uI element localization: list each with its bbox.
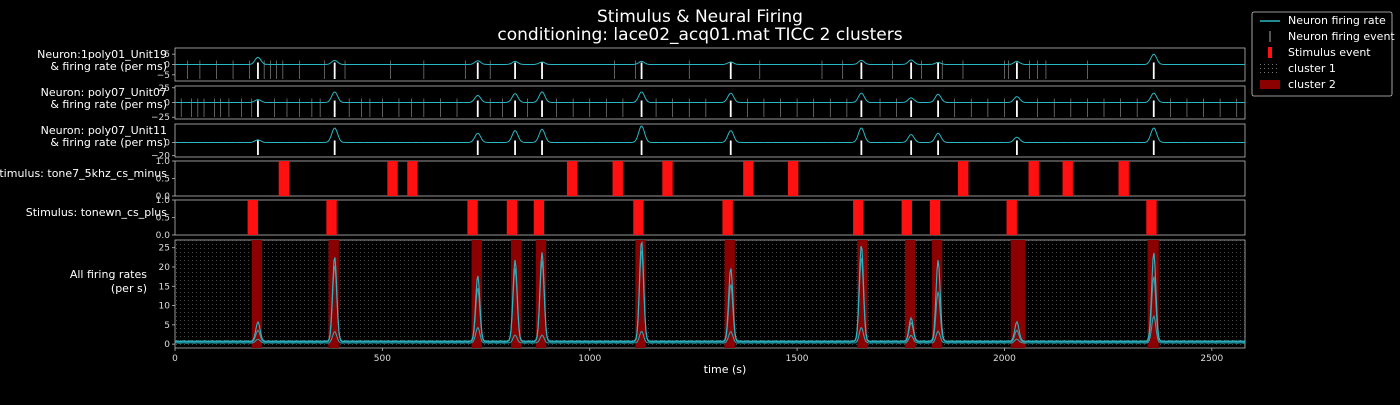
panel-unit07-ytick-label: 0 [164,99,170,109]
x-tick-label: 1000 [578,354,601,364]
legend-entry-label: cluster 2 [1288,78,1336,91]
panel-unit19-firing-rate-line [174,53,1246,66]
bottom-panel-label-line2: (per s) [111,282,147,295]
panel-unit19-ytick-label: 0 [164,61,170,71]
x-tick-label: 1500 [786,354,809,364]
x-tick-label: 0 [172,354,178,364]
panel-unit07-firing-rate-line [174,91,1246,104]
stim-cs_plus-event-bar [506,200,518,235]
stim-cs_minus-label: Stimulus: tone7_5khz_cs_minus [0,167,167,180]
stim-cs_minus-event-bar [1118,161,1129,196]
x-axis-label: time (s) [704,363,747,376]
stim-cs_minus-event-bar [1062,161,1073,196]
stim-cs_minus-ytick-label: 0.0 [156,192,171,202]
panel-unit19-label-line1: Neuron:1poly01_Unit19 [37,48,167,61]
bottom-panel-ytick-label: 25 [159,244,170,254]
legend-frame [1251,11,1393,97]
cluster2-span [635,240,646,348]
chart-subtitle: conditioning: lace02_acq01.mat TICC 2 cl… [497,25,902,45]
stim-cs_plus-ytick-label: 1.0 [156,196,171,206]
all-rates-series-line [174,249,1246,343]
panel-unit07-ytick-label: −25 [151,113,170,123]
cluster2-span [1147,240,1159,348]
panel-unit11-label-line2: & firing rate (per ms) [50,136,167,149]
stim-cs_minus-event-bar [407,161,418,196]
stim-cs_minus-event-bar [387,161,398,196]
stim-cs_minus-event-bar [1028,161,1039,196]
stim-cs_plus-event-bar [247,200,258,235]
stim-cs_plus-event-bar [722,200,733,235]
stim-cs_plus-event-bar [326,200,337,235]
cluster2-span [1010,240,1026,348]
stim-cs_plus-event-bar [853,200,864,235]
legend: Neuron firing rate Neuron firing event Sti… [1251,11,1395,97]
plot-layer: Neuron:1poly01_Unit19& firing rate (per … [0,47,1246,364]
stim-cs_plus-ytick-label: 0.0 [156,231,171,241]
bottom-panel-ytick-label: 20 [159,263,171,273]
legend-entry-label: Neuron firing event [1288,30,1395,43]
panel-unit07-ytick-label: 25 [159,84,170,94]
x-tick-label: 500 [374,354,391,364]
panel-unit19-ytick-label: −5 [157,71,170,81]
legend-entry-label: cluster 1 [1288,62,1336,75]
legend-swatch-stimulus [1268,47,1272,58]
panel-unit11-frame [174,123,1246,158]
panel-unit07-label-line2: & firing rate (per ms) [50,98,167,111]
stim-cs_minus-event-bar [278,161,290,196]
panel-unit19-ytick-label: 5 [164,50,170,60]
legend-entry-label: Neuron firing rate [1288,14,1386,27]
stim-cs_minus-ytick-label: 1.0 [156,157,171,167]
panel-unit19-label-line2: & firing rate (per ms) [50,60,167,73]
x-tick-label: 2000 [993,354,1016,364]
cluster2-span [535,240,547,348]
cluster2-span [510,240,522,348]
bottom-panel-ytick-label: 10 [159,302,171,312]
stim-cs_minus-event-bar [743,161,754,196]
legend-swatch-cluster2 [1260,80,1280,89]
panel-unit11-firing-rate-line [174,125,1246,144]
stim-cs_plus-event-bar [633,200,644,235]
cluster1-background [175,240,1245,348]
stim-cs_plus-event-bar [929,200,941,235]
bottom-panel-ytick-label: 0 [164,340,170,350]
stim-cs_plus-event-bar [1146,200,1157,235]
stim-cs_plus-ytick-label: 0.5 [156,214,170,224]
panel-unit07-label-line1: Neuron: poly07_Unit07 [41,86,167,99]
stim-cs_minus-event-bar [566,161,578,196]
all-rates-series-line [174,314,1246,344]
stim-cs_minus-ytick-label: 0.5 [156,175,170,185]
legend-entry-label: Stimulus event [1288,46,1371,59]
cluster2-span [251,240,263,348]
bottom-panel-ytick-label: 15 [159,282,170,292]
stim-cs_minus-event-bar [958,161,969,196]
stim-cs_plus-event-bar [467,200,478,235]
stim-cs_minus-event-bar [662,161,673,196]
cluster2-span [328,240,339,348]
stim-cs_plus-event-bar [901,200,912,235]
stim-cs_plus-event-bar [1006,200,1017,235]
panel-unit11-ytick-label: 0 [164,138,170,148]
cluster2-span [931,240,943,348]
cluster2-span [857,240,868,348]
stim-cs_plus-label: Stimulus: tonewn_cs_plus [26,206,168,219]
stim-cs_minus-event-bar [612,161,623,196]
legend-swatch-cluster1 [1260,64,1280,73]
bottom-panel-ytick-label: 5 [164,321,170,331]
all-rates-series-line [174,240,1246,342]
bottom-panel-label-line1: All firing rates [70,268,147,281]
stim-cs_minus-event-bar [787,161,799,196]
cluster2-span [904,240,916,348]
panel-unit11-ytick-label: −20 [151,152,170,162]
x-tick-label: 2500 [1200,354,1223,364]
stim-cs_plus-event-bar [533,200,545,235]
panel-unit11-label-line1: Neuron: poly07_Unit11 [41,124,167,137]
chart-title: Stimulus & Neural Firing [597,7,803,27]
